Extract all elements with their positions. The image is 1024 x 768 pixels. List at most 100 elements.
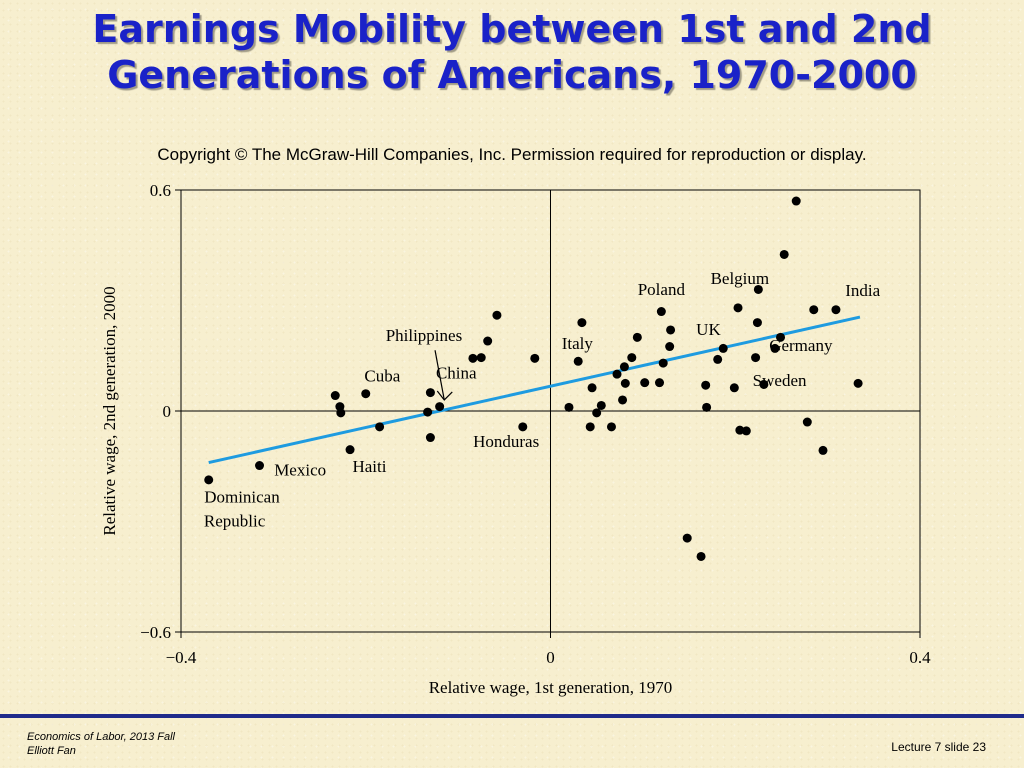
data-point [204,475,214,485]
data-point [656,307,666,317]
data-point [718,343,728,353]
data-point [585,422,595,432]
data-point [336,408,346,418]
data-point [612,369,622,379]
arrow-shaft [434,350,445,401]
country-label: China [436,364,477,383]
data-point [530,353,540,363]
data-point [492,310,502,320]
slide-title-line-2: Generations of Americans, 1970-2000 [107,53,917,97]
slide-title: Earnings Mobility between 1st and 2nd Ge… [0,6,1024,98]
data-point [776,332,786,342]
country-label: Poland [638,280,686,299]
data-point [759,379,769,389]
data-point [425,388,435,398]
data-point [592,408,602,418]
country-label: Philippines [386,326,463,345]
data-point [831,305,841,315]
data-point [468,353,478,363]
data-point [606,422,616,432]
regression-trend-line [208,315,861,465]
data-point [423,407,433,417]
data-point [361,389,371,399]
country-label: Cuba [364,367,400,386]
data-point [665,342,675,352]
data-point [518,422,528,432]
data-point [587,383,597,393]
country-label: Haiti [352,457,386,476]
data-point [577,318,587,328]
data-point [701,380,711,390]
data-point [658,358,668,368]
data-point [640,378,650,388]
data-points [204,196,863,561]
data-point [818,445,828,455]
data-point [425,433,435,443]
data-point [713,354,723,364]
country-label: Honduras [473,432,539,451]
data-point [375,422,385,432]
country-label: Sweden [753,371,807,390]
slide-title-line-1: Earnings Mobility between 1st and 2nd [92,7,932,51]
y-axis-label: Relative wage, 2nd generation, 2000 [100,286,119,535]
y-tick-label: 0.6 [150,181,171,200]
country-label: Germany [769,336,833,355]
data-point [791,196,801,206]
country-label: Belgium [711,269,770,288]
data-point [618,395,628,405]
footer-course: Economics of Labor, 2013 Fall [27,731,175,743]
data-point [632,332,642,342]
x-tick-label: 0 [546,648,555,667]
data-point [476,353,486,363]
x-tick-label: 0.4 [909,648,931,667]
data-point [702,402,712,412]
footer-divider [0,714,1024,718]
footer-author: Elliott Fan [27,745,76,757]
data-point [483,336,493,346]
data-point [619,362,629,372]
data-point [435,402,445,412]
data-point [809,305,819,315]
axes: 0.6 0 −0.6 −0.4 0 0.4 Relative wage, 1st gener… [100,181,931,697]
data-point [620,378,630,388]
y-tick-label: −0.6 [140,623,171,642]
data-point [596,400,606,410]
data-point [770,343,780,353]
footer-course-info: Economics of Labor, 2013 Fall Elliott Fa… [27,730,175,758]
data-point [666,325,676,335]
data-point [779,249,789,259]
data-point [255,461,265,471]
data-point [696,551,706,561]
data-point [729,383,739,393]
country-labels: Belgium Poland India UK Italy Germany Philippi… [204,269,881,530]
data-point [655,378,665,388]
data-point [751,353,761,363]
y-tick-label: 0 [163,402,172,421]
data-point [753,284,763,294]
data-point [682,533,692,543]
trend-line-group [208,315,861,465]
data-point [853,378,863,388]
country-label: Mexico [274,460,326,479]
data-point [741,426,751,436]
footer-slide-number: Lecture 7 slide 23 [891,740,986,754]
x-tick-label: −0.4 [166,648,197,667]
data-point [564,402,574,412]
data-point [733,303,743,313]
data-point [802,417,812,427]
data-point [752,318,762,328]
country-label: India [845,281,880,300]
data-point [330,391,340,401]
country-label: Republic [204,511,266,530]
copyright-notice: Copyright © The McGraw-Hill Companies, I… [157,145,867,164]
x-axis-label: Relative wage, 1st generation, 1970 [429,678,673,697]
country-label: Italy [562,334,594,353]
arrow-head [436,390,453,401]
scatter-chart: 0.6 0 −0.6 −0.4 0 0.4 Relative wage, 1st gener… [100,181,931,697]
data-point [573,356,583,366]
philippines-arrow [434,350,453,401]
data-point [345,445,355,455]
data-point [627,353,637,363]
country-label: Dominican [204,487,280,506]
country-label: UK [696,320,721,339]
